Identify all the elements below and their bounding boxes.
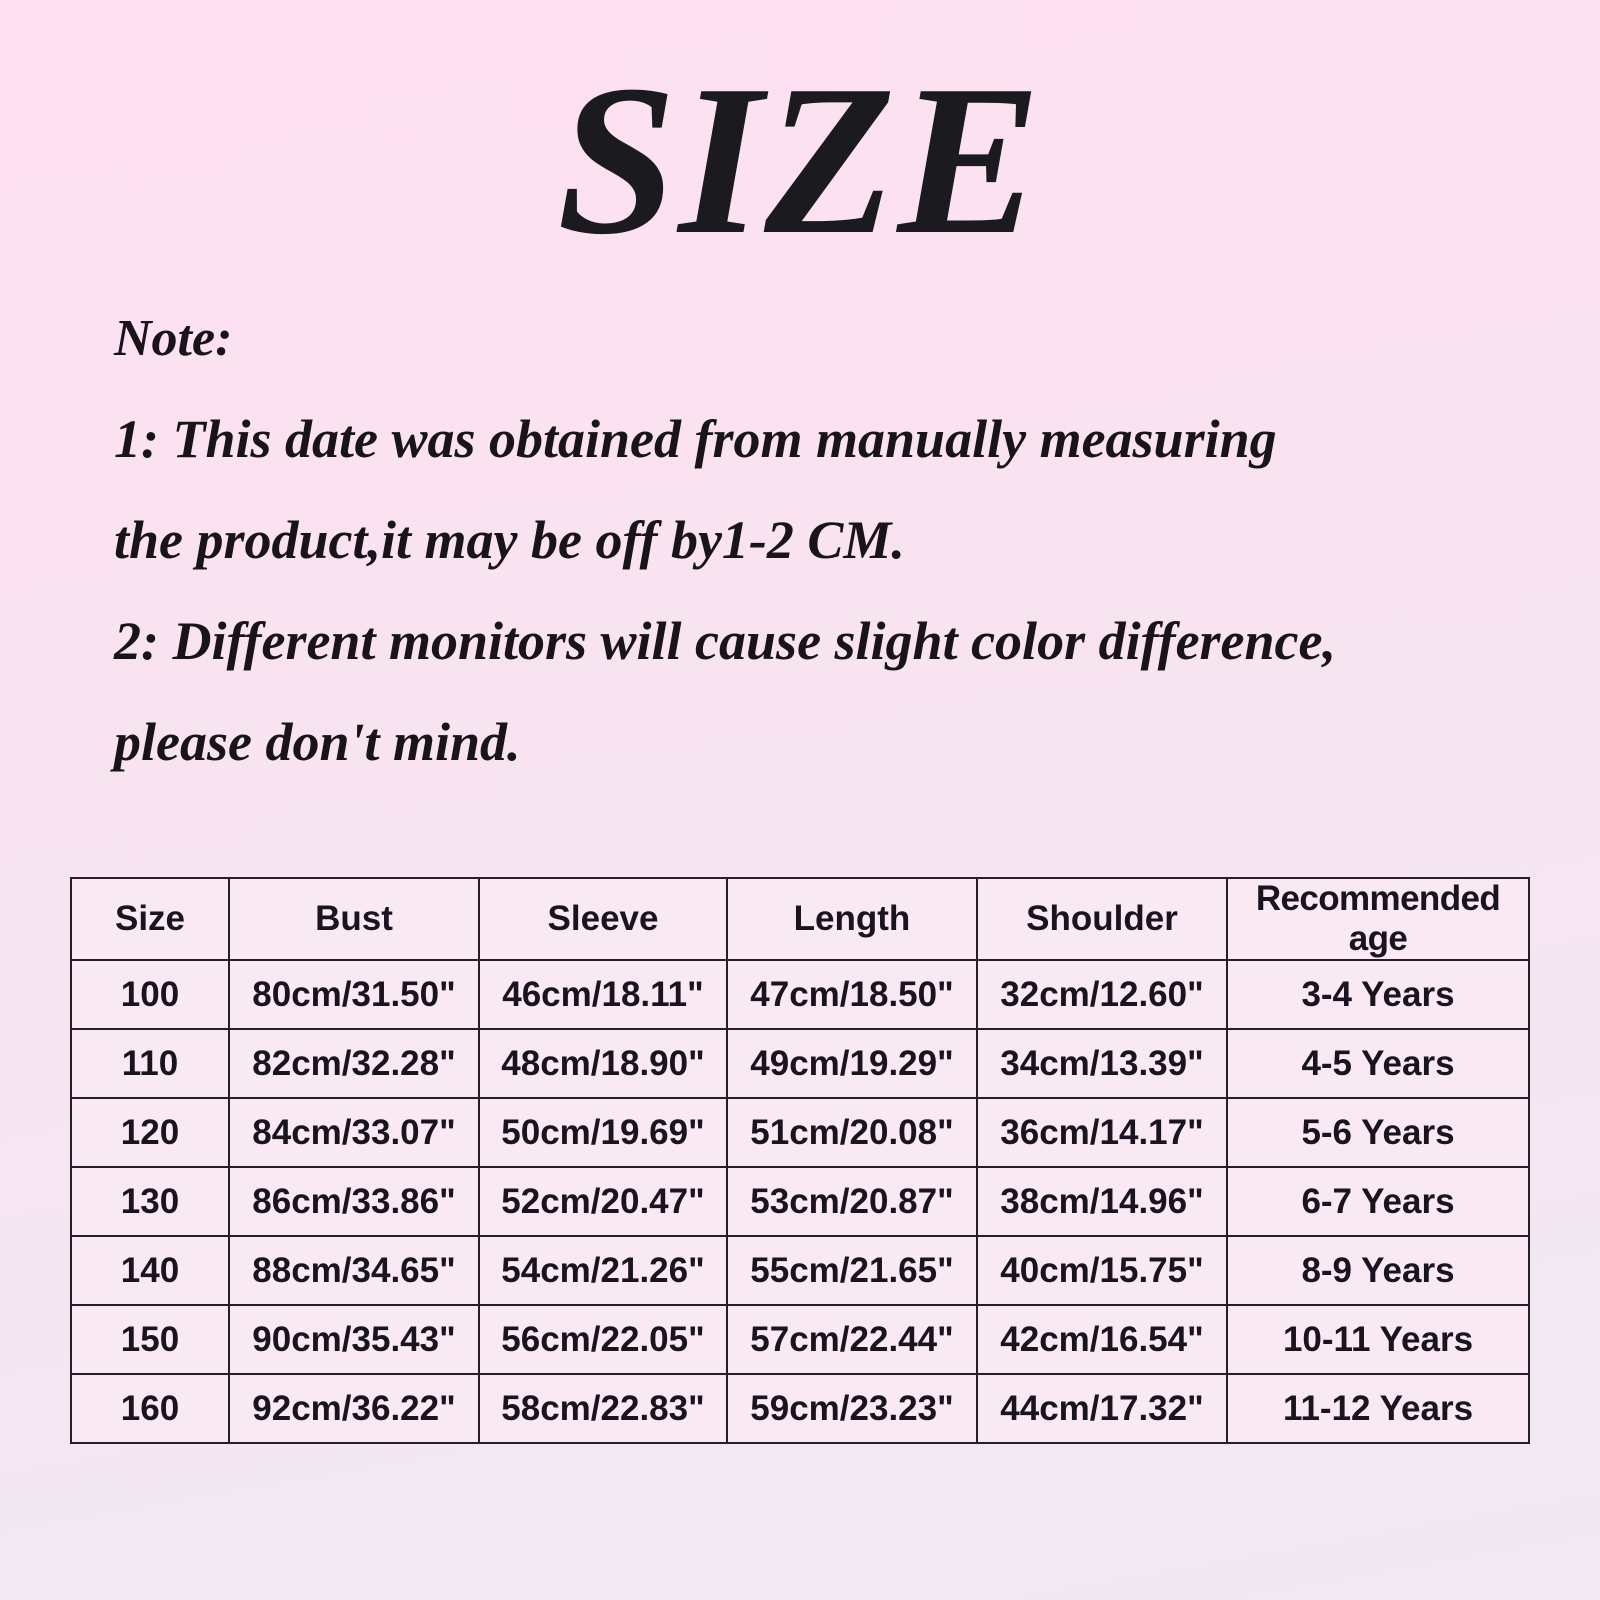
page-title: SIZE xyxy=(557,40,1043,279)
note-line-1: 1: This date was obtained from manually … xyxy=(114,409,1277,469)
column-header-length: Length xyxy=(726,877,978,961)
cell-size: 160 xyxy=(70,1373,230,1444)
cell-age: 6-7 Years xyxy=(1226,1166,1530,1237)
cell-sleeve: 52cm/20.47" xyxy=(478,1166,728,1237)
table-body: 100 80cm/31.50" 46cm/18.11" 47cm/18.50" … xyxy=(70,959,1530,1444)
table-row: 140 88cm/34.65" 54cm/21.26" 55cm/21.65" … xyxy=(70,1235,1530,1306)
cell-size: 110 xyxy=(70,1028,230,1099)
cell-shoulder: 32cm/12.60" xyxy=(976,959,1228,1030)
cell-bust: 88cm/34.65" xyxy=(228,1235,480,1306)
table-row: 100 80cm/31.50" 46cm/18.11" 47cm/18.50" … xyxy=(70,959,1530,1030)
cell-bust: 86cm/33.86" xyxy=(228,1166,480,1237)
cell-shoulder: 34cm/13.39" xyxy=(976,1028,1228,1099)
cell-shoulder: 40cm/15.75" xyxy=(976,1235,1228,1306)
column-header-sleeve: Sleeve xyxy=(478,877,728,961)
cell-length: 47cm/18.50" xyxy=(726,959,978,1030)
cell-age: 5-6 Years xyxy=(1226,1097,1530,1168)
cell-size: 140 xyxy=(70,1235,230,1306)
cell-size: 130 xyxy=(70,1166,230,1237)
size-table: Size Bust Sleeve Length Shoulder Recomme… xyxy=(70,877,1530,1444)
cell-size: 150 xyxy=(70,1304,230,1375)
cell-size: 100 xyxy=(70,959,230,1030)
cell-bust: 92cm/36.22" xyxy=(228,1373,480,1444)
cell-age: 8-9 Years xyxy=(1226,1235,1530,1306)
note-block: Note: 1: This date was obtained from man… xyxy=(114,288,1514,793)
table-row: 120 84cm/33.07" 50cm/19.69" 51cm/20.08" … xyxy=(70,1097,1530,1168)
note-heading: Note: xyxy=(114,310,233,367)
cell-sleeve: 46cm/18.11" xyxy=(478,959,728,1030)
cell-sleeve: 56cm/22.05" xyxy=(478,1304,728,1375)
size-table-container: Size Bust Sleeve Length Shoulder Recomme… xyxy=(70,877,1530,1444)
cell-sleeve: 50cm/19.69" xyxy=(478,1097,728,1168)
cell-age: 3-4 Years xyxy=(1226,959,1530,1030)
table-row: 150 90cm/35.43" 56cm/22.05" 57cm/22.44" … xyxy=(70,1304,1530,1375)
cell-shoulder: 36cm/14.17" xyxy=(976,1097,1228,1168)
cell-size: 120 xyxy=(70,1097,230,1168)
column-header-shoulder: Shoulder xyxy=(976,877,1228,961)
cell-age: 11-12 Years xyxy=(1226,1373,1530,1444)
cell-bust: 80cm/31.50" xyxy=(228,959,480,1030)
cell-length: 49cm/19.29" xyxy=(726,1028,978,1099)
cell-length: 53cm/20.87" xyxy=(726,1166,978,1237)
cell-length: 55cm/21.65" xyxy=(726,1235,978,1306)
column-header-recommended-age: Recommended age xyxy=(1226,877,1530,961)
cell-sleeve: 58cm/22.83" xyxy=(478,1373,728,1444)
cell-shoulder: 42cm/16.54" xyxy=(976,1304,1228,1375)
table-row: 130 86cm/33.86" 52cm/20.47" 53cm/20.87" … xyxy=(70,1166,1530,1237)
note-line-3: 2: Different monitors will cause slight … xyxy=(114,611,1336,671)
note-line-2: the product,it may be off by1-2 CM. xyxy=(114,510,905,570)
column-header-size: Size xyxy=(70,877,230,961)
cell-sleeve: 48cm/18.90" xyxy=(478,1028,728,1099)
cell-age: 4-5 Years xyxy=(1226,1028,1530,1099)
table-header-row: Size Bust Sleeve Length Shoulder Recomme… xyxy=(70,877,1530,961)
cell-shoulder: 44cm/17.32" xyxy=(976,1373,1228,1444)
table-row: 160 92cm/36.22" 58cm/22.83" 59cm/23.23" … xyxy=(70,1373,1530,1444)
cell-sleeve: 54cm/21.26" xyxy=(478,1235,728,1306)
table-row: 110 82cm/32.28" 48cm/18.90" 49cm/19.29" … xyxy=(70,1028,1530,1099)
cell-length: 59cm/23.23" xyxy=(726,1373,978,1444)
note-line-4: please don't mind. xyxy=(114,712,521,772)
cell-bust: 90cm/35.43" xyxy=(228,1304,480,1375)
cell-bust: 84cm/33.07" xyxy=(228,1097,480,1168)
cell-length: 51cm/20.08" xyxy=(726,1097,978,1168)
cell-age: 10-11 Years xyxy=(1226,1304,1530,1375)
column-header-bust: Bust xyxy=(228,877,480,961)
cell-bust: 82cm/32.28" xyxy=(228,1028,480,1099)
table-header: Size Bust Sleeve Length Shoulder Recomme… xyxy=(70,877,1530,961)
cell-shoulder: 38cm/14.96" xyxy=(976,1166,1228,1237)
cell-length: 57cm/22.44" xyxy=(726,1304,978,1375)
